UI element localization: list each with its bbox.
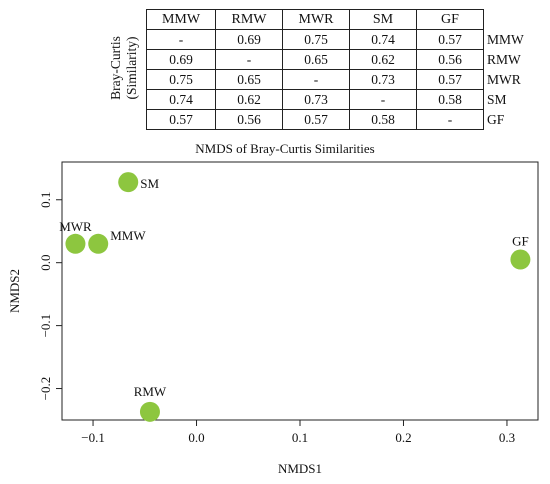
table-row: 0.69-0.65 0.62 0.56 RMW <box>146 49 532 70</box>
y-tick-label: −0.2 <box>38 377 53 401</box>
table-side-label-line1: Bray-Curtis <box>108 36 123 100</box>
point-label-mmw: MMW <box>110 228 146 243</box>
table-cell: 0.56 <box>215 109 283 130</box>
table-side-label-line2: (Similarity) <box>124 37 139 100</box>
similarity-table: MMW RMW MWR SM GF -0.69 0.75 0.74 0.57 MMW 0.69-0.… <box>146 9 532 130</box>
table-row-label: GF <box>487 111 505 127</box>
table-row-label: SM <box>487 91 507 107</box>
data-points: SM MWR MMW GF RMW <box>59 172 531 422</box>
y-tick-label: 0.1 <box>38 192 53 208</box>
data-point-rmw <box>139 401 160 422</box>
point-label-gf: GF <box>512 234 529 249</box>
x-axis: −0.1 0.0 0.1 0.2 0.3 <box>81 420 515 445</box>
table-cell: 0.69 <box>146 49 216 70</box>
data-point-sm <box>118 172 139 193</box>
y-tick-label: 0.0 <box>38 255 53 271</box>
table-row-label: MMW <box>487 31 524 47</box>
point-label-rmw: RMW <box>134 384 167 399</box>
table-cell: 0.73 <box>282 89 350 110</box>
table-cell: 0.58 <box>349 109 417 130</box>
plot-frame <box>61 161 539 421</box>
x-axis-label: NMDS1 <box>278 461 322 476</box>
table-cell: 0.56 <box>416 49 484 70</box>
y-tick-label: −0.1 <box>38 314 53 338</box>
table-cell: - <box>416 109 484 130</box>
table-cell: 0.75 <box>282 29 350 50</box>
data-point-mwr <box>65 233 86 254</box>
x-tick-label: 0.0 <box>188 430 204 445</box>
x-tick-label: −0.1 <box>81 430 105 445</box>
table-cell: 0.57 <box>146 109 216 130</box>
x-tick-label: 0.3 <box>499 430 515 445</box>
y-axis: −0.2 −0.1 0.0 0.1 <box>38 192 62 401</box>
table-row-label: RMW <box>487 51 521 67</box>
table-side-label: Bray-Curtis (Similarity) <box>108 36 139 100</box>
table-cell: 0.57 <box>282 109 350 130</box>
x-tick-label: 0.2 <box>395 430 411 445</box>
table-row-label: MWR <box>487 71 521 87</box>
x-tick-label: 0.1 <box>292 430 308 445</box>
table-row: 0.57 0.56 0.57 0.58- GF <box>146 109 532 130</box>
table-col-header: RMW <box>215 9 283 30</box>
data-point-mmw <box>88 233 109 254</box>
data-point-gf <box>510 249 531 270</box>
chart-title: NMDS of Bray-Curtis Similarities <box>195 141 374 156</box>
y-axis-label: NMDS2 <box>7 269 22 313</box>
point-label-mwr: MWR <box>59 219 92 234</box>
table-cell: 0.65 <box>215 69 283 90</box>
point-label-sm: SM <box>140 176 159 191</box>
